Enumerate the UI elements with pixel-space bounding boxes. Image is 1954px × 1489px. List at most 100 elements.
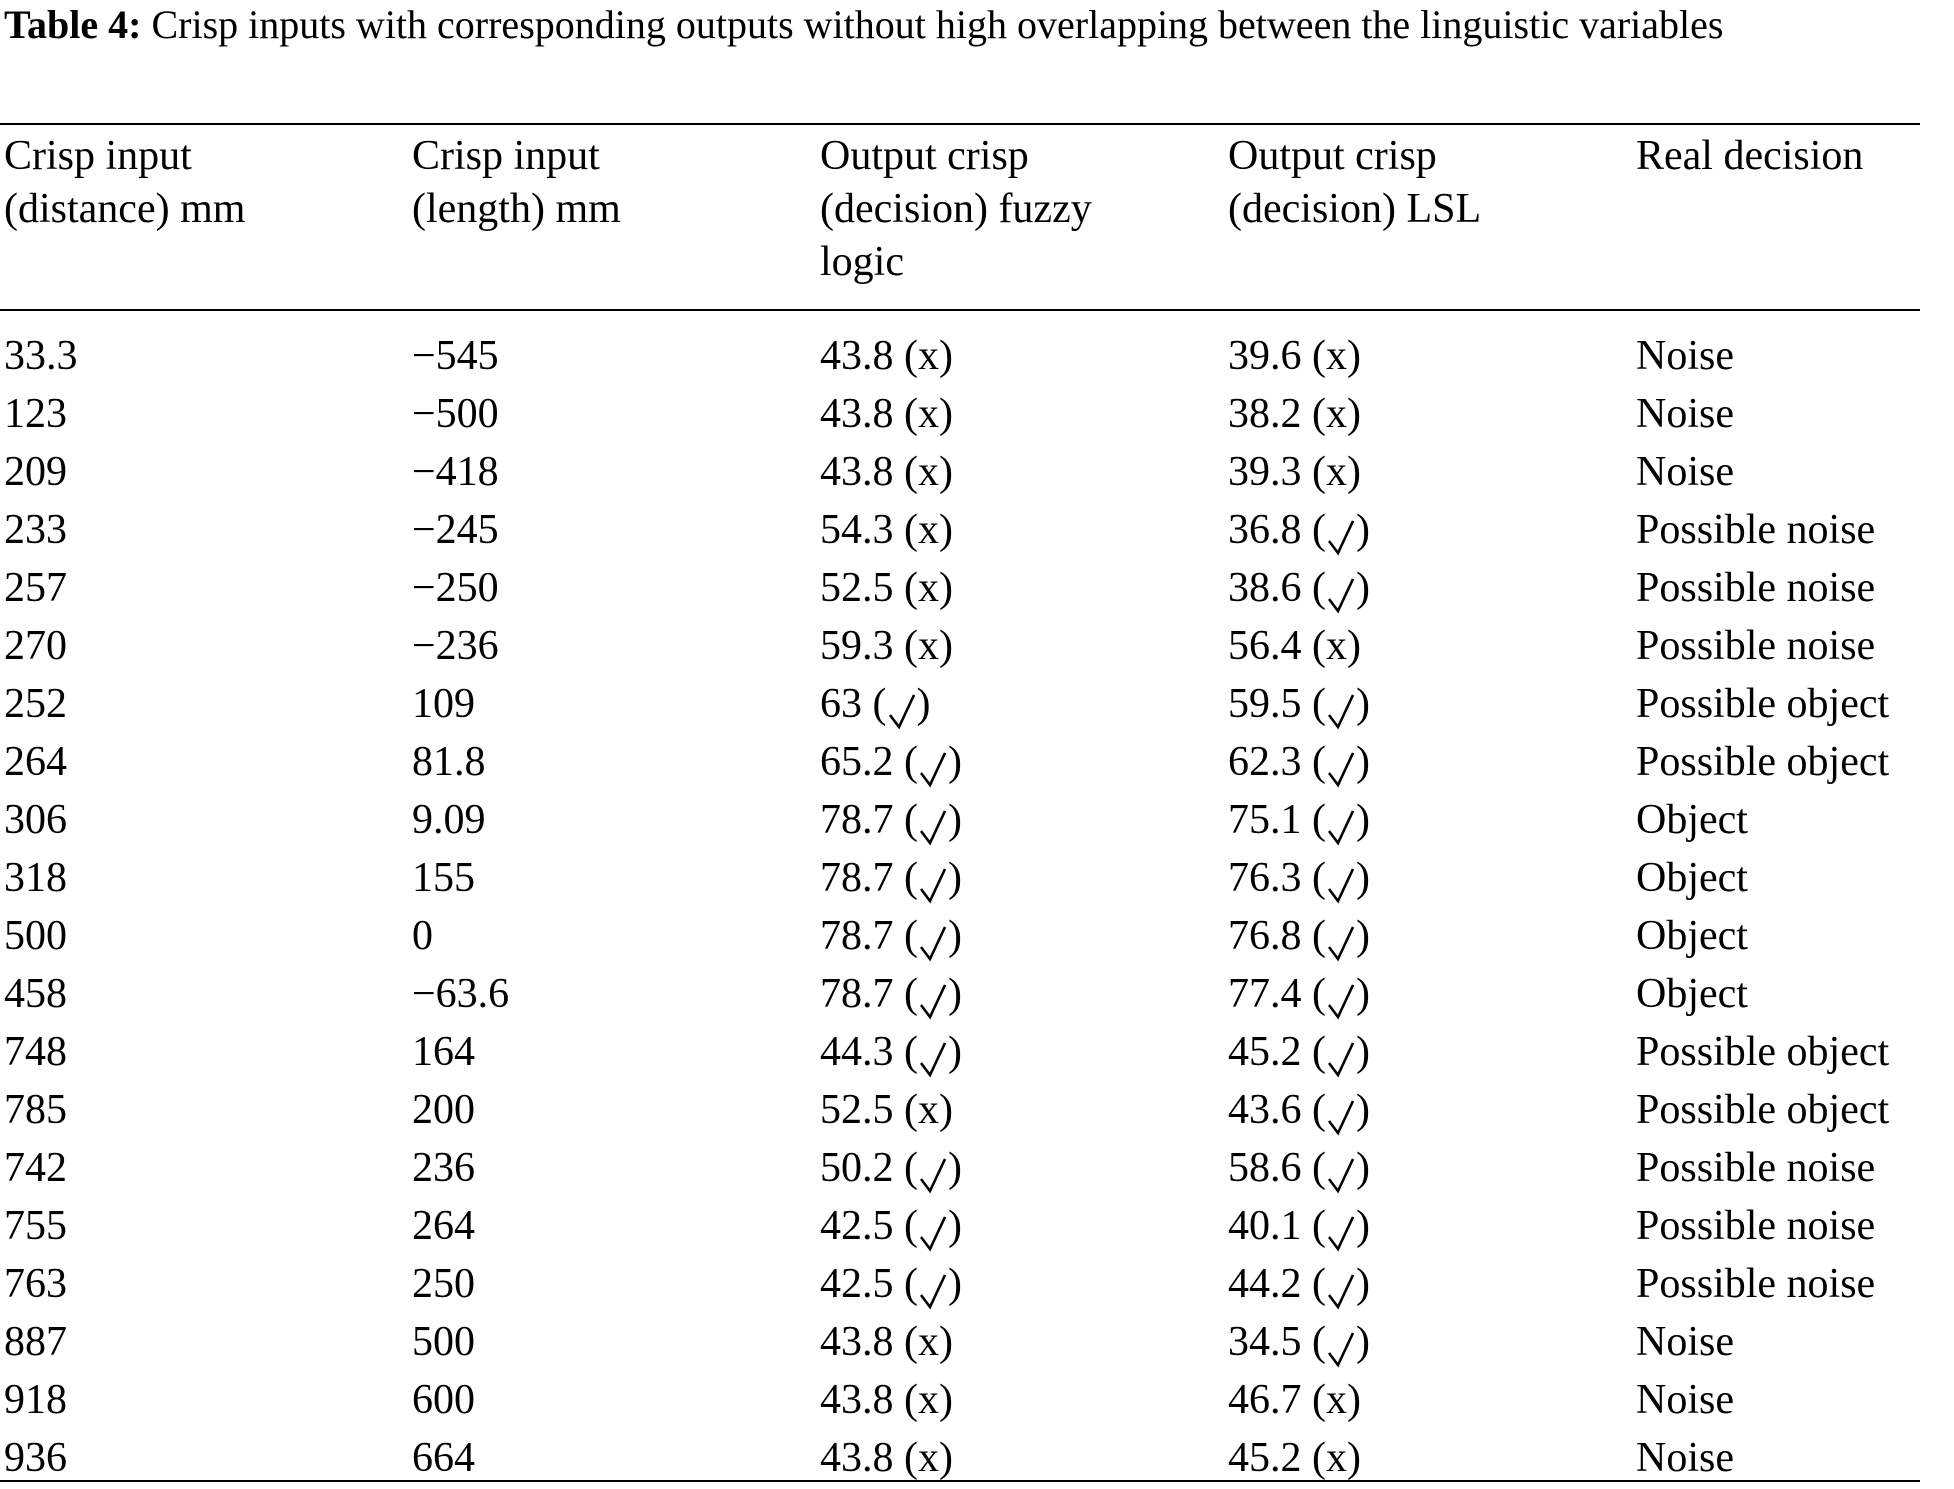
cell-fuzzy-output-value: 52.5: [820, 1087, 894, 1133]
header-real-decision: Real decision: [1636, 133, 1864, 179]
cell-lsl-output: 45.2 (x): [1228, 1435, 1361, 1481]
cell-lsl-output: 43.6 (): [1228, 1083, 1636, 1141]
check-mark-icon: [1326, 807, 1356, 847]
cross-mark: x: [918, 1087, 939, 1133]
cell-lsl-output: 38.2 (x): [1228, 391, 1361, 437]
cell-fuzzy-output-value: 78.7: [820, 855, 894, 901]
cell-lsl-output-value: 40.1: [1228, 1203, 1302, 1249]
cell-lsl-output: 76.3 (): [1228, 851, 1636, 909]
check-mark-icon: [1326, 691, 1356, 731]
header-length: Crisp input (length) mm: [412, 133, 621, 232]
cell-real-decision: Noise: [1636, 333, 1734, 379]
cell-fuzzy-output-value: 52.5: [820, 565, 894, 611]
cell-fuzzy-output: 78.7 (): [820, 851, 1228, 909]
cell-length: −63.6: [412, 971, 510, 1017]
check-mark-icon: [918, 981, 948, 1021]
cross-mark: x: [918, 507, 939, 553]
cell-length: −500: [412, 391, 499, 437]
cell-distance: 318: [4, 855, 67, 901]
check-mark-icon: [1326, 749, 1356, 789]
table-row: 500 0 78.7 () 76.8 () Object: [4, 909, 1954, 967]
cell-fuzzy-output: 50.2 (): [820, 1141, 1228, 1199]
cell-distance: 748: [4, 1029, 67, 1075]
cell-real-decision: Noise: [1636, 1319, 1734, 1365]
cell-distance: 33.3: [4, 333, 78, 379]
cell-lsl-output-value: 39.6: [1228, 333, 1302, 379]
check-mark-icon: [1326, 1039, 1356, 1079]
cell-fuzzy-output-value: 65.2: [820, 739, 894, 785]
check-mark-icon: [918, 923, 948, 963]
cell-lsl-output: 36.8 (): [1228, 503, 1636, 561]
cross-mark: x: [918, 1377, 939, 1423]
cell-fuzzy-output: 52.5 (x): [820, 1087, 953, 1133]
cross-mark: x: [1326, 1377, 1347, 1423]
cell-fuzzy-output: 59.3 (x): [820, 623, 953, 669]
cell-lsl-output-value: 39.3: [1228, 449, 1302, 495]
table-bottom-rule: [0, 1480, 1920, 1482]
cell-real-decision: Object: [1636, 855, 1748, 901]
table-row: 918 600 43.8 (x) 46.7 (x) Noise: [4, 1373, 1954, 1431]
table-row: 458 −63.6 78.7 () 77.4 () Object: [4, 967, 1954, 1025]
cell-lsl-output-value: 46.7: [1228, 1377, 1302, 1423]
cell-fuzzy-output-value: 43.8: [820, 333, 894, 379]
check-mark-icon: [918, 1039, 948, 1079]
cell-distance: 233: [4, 507, 67, 553]
cell-fuzzy-output: 42.5 (): [820, 1257, 1228, 1315]
cell-fuzzy-output-value: 78.7: [820, 913, 894, 959]
cell-real-decision: Possible object: [1636, 1087, 1890, 1133]
cell-distance: 123: [4, 391, 67, 437]
cell-length: 200: [412, 1087, 475, 1133]
table-row: 748 164 44.3 () 45.2 () Possible object: [4, 1025, 1954, 1083]
table-row: 785 200 52.5 (x) 43.6 () Possible object: [4, 1083, 1954, 1141]
cross-mark: x: [918, 333, 939, 379]
check-mark-icon: [887, 691, 917, 731]
cell-lsl-output: 46.7 (x): [1228, 1377, 1361, 1423]
cell-real-decision: Noise: [1636, 449, 1734, 495]
cell-fuzzy-output: 43.8 (x): [820, 333, 953, 379]
cell-lsl-output-value: 43.6: [1228, 1087, 1302, 1133]
cell-fuzzy-output-value: 43.8: [820, 1377, 894, 1423]
cell-fuzzy-output: 43.8 (x): [820, 1319, 953, 1365]
cross-mark: x: [918, 623, 939, 669]
cell-fuzzy-output-value: 78.7: [820, 797, 894, 843]
cell-fuzzy-output-value: 43.8: [820, 449, 894, 495]
header-lsl-output: Output crisp (decision) LSL: [1228, 133, 1482, 232]
table-row: 33.3 −545 43.8 (x) 39.6 (x) Noise: [4, 305, 1954, 387]
cell-distance: 785: [4, 1087, 67, 1133]
cell-fuzzy-output-value: 43.8: [820, 1319, 894, 1365]
cell-real-decision: Noise: [1636, 391, 1734, 437]
cell-length: 600: [412, 1377, 475, 1423]
header-fuzzy-output: Output crisp (decision) fuzzy logic: [820, 133, 1092, 285]
cross-mark: x: [918, 1435, 939, 1481]
check-mark-icon: [1326, 575, 1356, 615]
check-mark-icon: [1326, 1155, 1356, 1195]
check-mark-icon: [918, 1271, 948, 1311]
cell-real-decision: Possible noise: [1636, 1203, 1876, 1249]
table-row: 270 −236 59.3 (x) 56.4 (x) Possible noise: [4, 619, 1954, 677]
cell-real-decision: Possible noise: [1636, 1145, 1876, 1191]
cell-fuzzy-output-value: 43.8: [820, 391, 894, 437]
cross-mark: x: [918, 1319, 939, 1365]
cell-distance: 918: [4, 1377, 67, 1423]
table-row: 123 −500 43.8 (x) 38.2 (x) Noise: [4, 387, 1954, 445]
check-mark-icon: [1326, 1271, 1356, 1311]
results-table: Crisp input (distance) mm Crisp input (l…: [4, 130, 1954, 1489]
cross-mark: x: [1326, 1435, 1347, 1481]
cell-lsl-output-value: 44.2: [1228, 1261, 1302, 1307]
cross-mark: x: [918, 391, 939, 437]
table-top-rule: [0, 123, 1920, 125]
cell-lsl-output: 77.4 (): [1228, 967, 1636, 1025]
cell-lsl-output: 62.3 (): [1228, 735, 1636, 793]
cell-lsl-output: 56.4 (x): [1228, 623, 1361, 669]
cell-fuzzy-output-value: 50.2: [820, 1145, 894, 1191]
table-caption: Table 4: Crisp inputs with corresponding…: [4, 0, 1950, 50]
cell-fuzzy-output: 65.2 (): [820, 735, 1228, 793]
cell-distance: 936: [4, 1435, 67, 1481]
check-mark-icon: [1326, 517, 1356, 557]
check-mark-icon: [918, 807, 948, 847]
cell-fuzzy-output: 54.3 (x): [820, 507, 953, 553]
cell-length: −250: [412, 565, 499, 611]
cell-fuzzy-output-value: 63: [820, 681, 862, 727]
check-mark-icon: [1326, 981, 1356, 1021]
cell-length: 164: [412, 1029, 475, 1075]
